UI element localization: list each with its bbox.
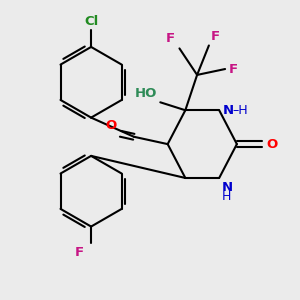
Text: N: N bbox=[223, 104, 234, 117]
Text: F: F bbox=[229, 62, 238, 76]
Text: F: F bbox=[210, 29, 220, 43]
Text: N: N bbox=[222, 181, 233, 194]
Text: O: O bbox=[266, 138, 278, 151]
Text: F: F bbox=[75, 246, 84, 259]
Text: –H: –H bbox=[232, 104, 248, 117]
Text: O: O bbox=[105, 119, 116, 132]
Text: HO: HO bbox=[135, 87, 158, 100]
Text: F: F bbox=[166, 32, 175, 46]
Text: Cl: Cl bbox=[84, 15, 98, 28]
Text: H: H bbox=[222, 190, 232, 203]
